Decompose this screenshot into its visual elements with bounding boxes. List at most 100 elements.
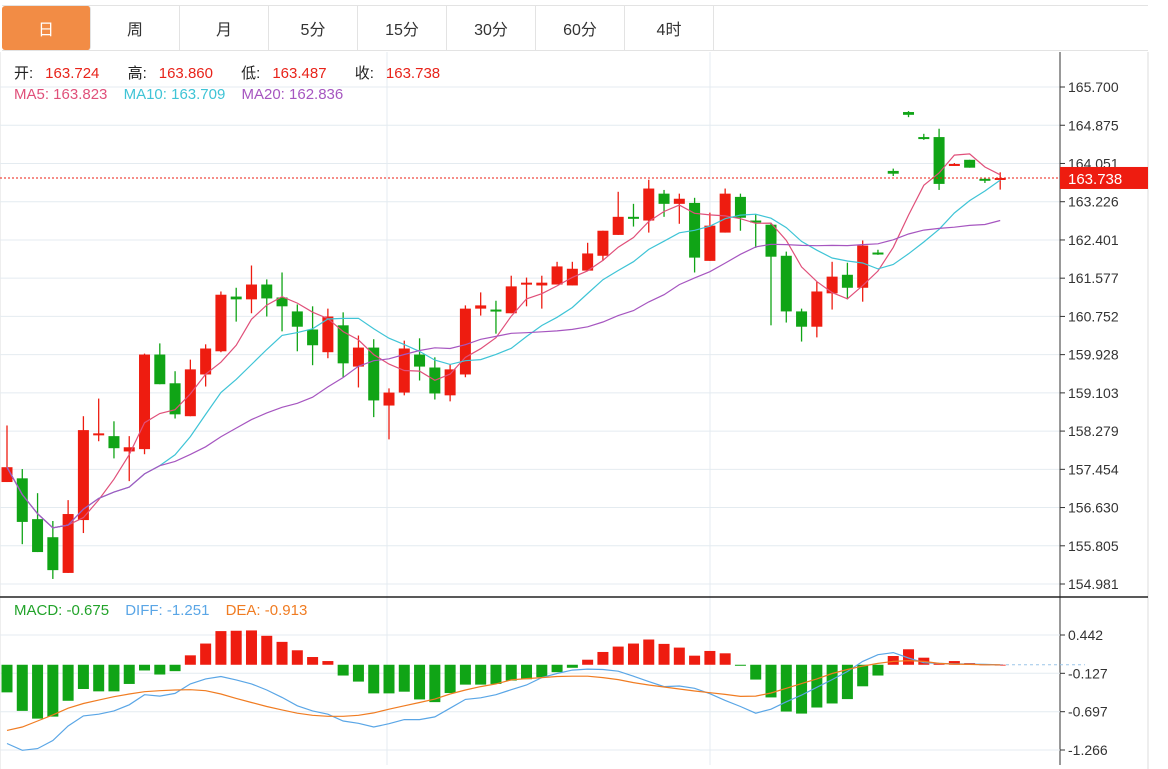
candle	[368, 339, 380, 418]
price-tick-label: 162.401	[1068, 232, 1119, 248]
macd-bar	[154, 664, 166, 675]
candle	[32, 493, 44, 553]
candle-body	[582, 253, 594, 271]
candle	[964, 159, 976, 168]
candle-body	[414, 354, 426, 367]
candle	[734, 193, 746, 231]
tab-5min[interactable]: 5分	[269, 6, 358, 50]
macd-bar	[612, 646, 624, 665]
macd-bar	[108, 664, 120, 692]
tab-month[interactable]: 月	[180, 6, 269, 50]
ohlc-legend: 开: 163.724 高: 163.860 低: 163.487 收: 163.738	[14, 62, 464, 83]
candle	[612, 191, 624, 235]
macd-bar	[276, 641, 288, 665]
candle-body	[77, 430, 89, 521]
macd-bar	[32, 664, 44, 719]
tab-week[interactable]: 周	[91, 6, 180, 50]
macd-bar	[215, 631, 227, 665]
candle	[77, 416, 89, 534]
candle	[780, 251, 792, 323]
candle	[857, 240, 869, 302]
low-label: 低:	[241, 65, 261, 82]
candle-body	[368, 347, 380, 401]
candle	[322, 308, 334, 359]
macd-bar	[77, 664, 89, 689]
candle-body	[32, 519, 44, 553]
candle-body	[872, 252, 884, 255]
tab-day[interactable]: 日	[2, 6, 91, 50]
candle	[566, 261, 578, 286]
macd-bar	[62, 664, 74, 701]
candle-body	[521, 282, 533, 285]
candle-body	[841, 274, 853, 288]
candle	[765, 222, 777, 326]
macd-bar	[291, 650, 303, 665]
candle	[948, 163, 960, 166]
macd-bar	[322, 661, 334, 665]
tab-30min[interactable]: 30分	[447, 6, 536, 50]
candle	[658, 189, 670, 217]
candle-body	[826, 276, 838, 294]
tab-60min[interactable]: 60分	[536, 6, 625, 50]
candle-body	[887, 170, 899, 174]
macd-value: MACD: -0.675	[14, 602, 110, 619]
candle	[551, 261, 563, 285]
macd-bar	[872, 664, 884, 676]
macd-bar	[826, 664, 838, 704]
macd-tick-label: 0.442	[1068, 627, 1103, 643]
macd-bar	[200, 643, 212, 665]
candle	[1, 425, 13, 483]
candle-body	[612, 216, 624, 235]
macd-bar	[398, 664, 410, 692]
macd-bar	[459, 664, 471, 685]
candle-body	[108, 436, 120, 449]
macd-bar	[261, 635, 273, 665]
candle-body	[1, 467, 13, 483]
price-tick-label: 163.226	[1068, 194, 1119, 210]
candle	[459, 305, 471, 378]
candle-body	[994, 177, 1006, 180]
candle	[291, 304, 303, 352]
candle-body	[184, 369, 196, 417]
candle-body	[643, 188, 655, 221]
macd-bar	[169, 664, 181, 672]
candle	[979, 177, 991, 183]
candle-body	[796, 311, 808, 327]
candle	[597, 230, 609, 261]
ma10-line	[6, 179, 1001, 529]
tab-4hour[interactable]: 4时	[625, 6, 714, 50]
candle-body	[383, 392, 395, 406]
candle-body	[658, 193, 670, 204]
candle-body	[964, 159, 976, 168]
high-value: 163.860	[158, 65, 213, 82]
candle	[184, 359, 196, 417]
price-tick-label: 154.981	[1068, 576, 1119, 592]
macd-bar	[582, 659, 594, 665]
candle-body	[918, 137, 930, 140]
candle	[994, 172, 1006, 190]
macd-tick-label: -1.266	[1068, 742, 1108, 758]
candle-body	[948, 163, 960, 166]
candle-body	[291, 311, 303, 327]
candle	[47, 520, 59, 579]
candle-body	[780, 255, 792, 312]
candle-body	[16, 478, 28, 522]
price-tick-label: 159.928	[1068, 347, 1119, 363]
open-value: 163.724	[45, 65, 100, 82]
candle	[398, 340, 410, 396]
ma20-line	[6, 219, 1001, 529]
macd-tick-label: -0.127	[1068, 665, 1108, 681]
tab-15min[interactable]: 15分	[358, 6, 447, 50]
high-label: 高:	[127, 65, 147, 82]
candle-body	[704, 225, 716, 261]
macd-bar	[643, 639, 655, 665]
candle-body	[215, 294, 227, 352]
price-tick-label: 164.875	[1068, 117, 1119, 133]
candle	[521, 277, 533, 307]
macd-bar	[123, 664, 135, 684]
current-price-label: 163.738	[1068, 171, 1122, 188]
candle	[276, 272, 288, 332]
dea-value: DEA: -0.913	[225, 602, 308, 619]
candle	[108, 421, 120, 459]
